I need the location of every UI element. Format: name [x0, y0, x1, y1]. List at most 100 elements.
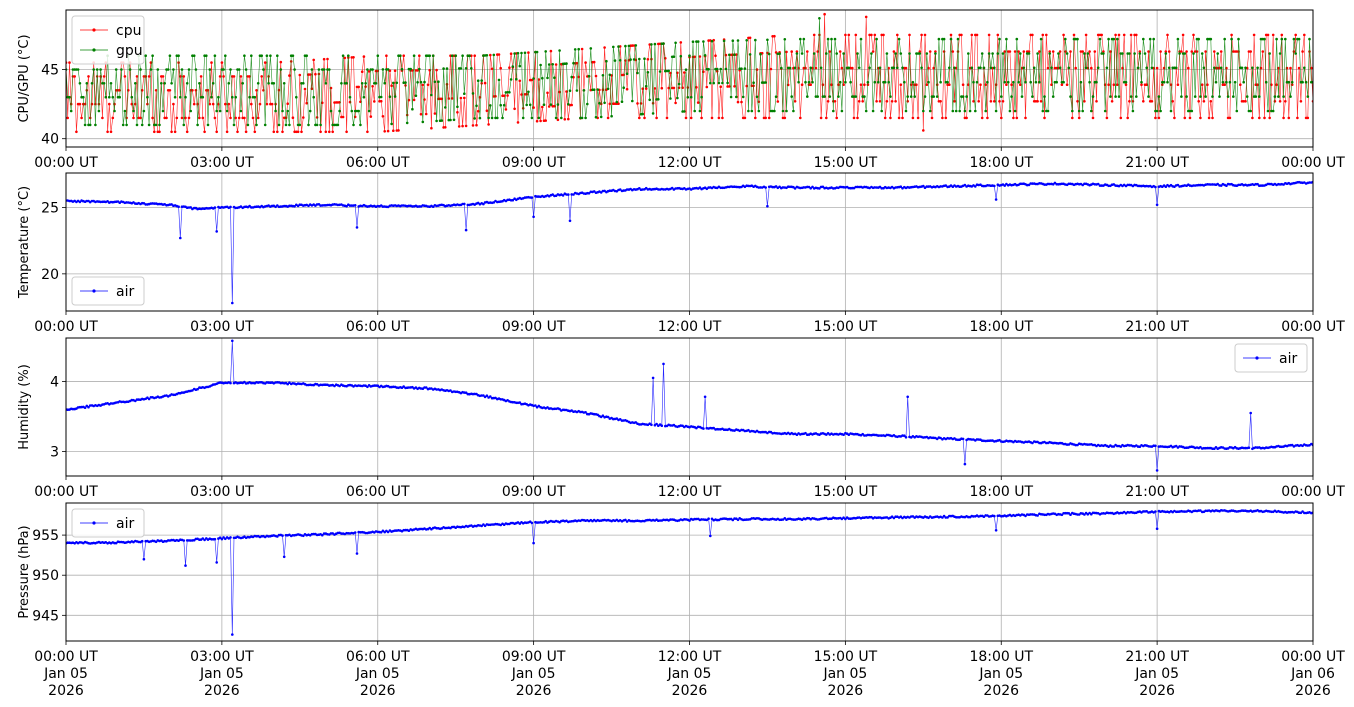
data-point	[66, 95, 69, 99]
data-point	[305, 383, 309, 387]
data-point	[887, 80, 890, 84]
data-point	[717, 81, 721, 85]
data-point	[433, 112, 437, 115]
data-point	[194, 68, 198, 71]
data-point	[459, 96, 463, 100]
x-tick-date: Jan 06	[1290, 666, 1335, 682]
data-point	[592, 60, 596, 64]
data-point	[1225, 66, 1228, 70]
data-point	[250, 54, 253, 57]
data-point	[856, 116, 859, 120]
data-point	[146, 95, 149, 99]
data-point	[646, 58, 650, 61]
data-point	[71, 68, 75, 71]
data-point	[612, 45, 615, 49]
data-point	[1010, 83, 1013, 86]
data-point	[780, 66, 783, 70]
data-point	[823, 95, 826, 98]
data-point	[837, 95, 840, 98]
x-tick-year: 2026	[204, 683, 240, 699]
data-point	[201, 537, 205, 540]
data-point	[587, 74, 591, 78]
data-point	[1142, 100, 1145, 103]
data-point	[986, 116, 989, 120]
data-point	[487, 123, 490, 126]
data-point	[875, 37, 878, 41]
data-point	[738, 67, 741, 70]
data-point	[1012, 80, 1015, 84]
data-point	[605, 59, 608, 63]
x-tick-label: 03:00 UT	[190, 155, 254, 171]
data-point	[520, 51, 523, 55]
data-point	[386, 68, 390, 71]
data-point	[1036, 52, 1039, 55]
data-point	[757, 109, 761, 113]
data-point	[355, 226, 359, 229]
data-point	[88, 116, 92, 120]
data-point	[958, 109, 961, 113]
data-point	[925, 83, 929, 86]
data-point	[430, 126, 433, 130]
data-point	[1174, 66, 1178, 70]
data-point	[558, 49, 561, 52]
data-point	[1287, 116, 1291, 120]
data-point	[1271, 33, 1275, 37]
data-point	[1282, 116, 1285, 120]
data-point	[109, 130, 113, 134]
data-point	[766, 204, 769, 208]
x-tick-date: Jan 05	[978, 666, 1023, 682]
data-point	[1013, 50, 1017, 53]
data-point	[577, 47, 580, 51]
data-point	[1122, 80, 1126, 84]
data-point	[224, 54, 227, 57]
data-point	[324, 130, 328, 134]
data-point	[1074, 66, 1077, 70]
data-point	[288, 204, 291, 208]
panel-2: 20 25 00:00 UT 03:00 UT 06:00 UT 09:00 UT 12:0…	[17, 172, 1345, 335]
data-point	[172, 102, 175, 106]
data-point	[752, 81, 755, 84]
legend: air	[71, 508, 145, 538]
data-point	[1114, 95, 1117, 98]
data-point	[1159, 50, 1162, 53]
data-point	[1058, 66, 1062, 70]
data-point	[885, 100, 889, 103]
data-point	[485, 109, 489, 112]
data-point	[580, 47, 584, 51]
data-point	[852, 95, 856, 98]
data-point	[1195, 50, 1199, 53]
data-point	[1206, 83, 1209, 86]
data-point	[170, 82, 173, 85]
data-point	[464, 67, 468, 70]
data-point	[601, 414, 605, 418]
data-point	[546, 91, 549, 95]
data-point	[638, 57, 641, 61]
data-point	[102, 75, 106, 78]
data-point	[1171, 100, 1174, 103]
data-point	[322, 57, 326, 61]
data-point	[295, 95, 298, 99]
data-point	[1093, 50, 1097, 53]
data-point	[795, 50, 799, 53]
data-point	[951, 109, 955, 113]
data-point	[1017, 50, 1020, 53]
data-point	[556, 103, 560, 106]
legend: air	[71, 276, 145, 306]
data-point	[942, 37, 946, 41]
data-point	[1027, 52, 1031, 55]
data-point	[321, 68, 324, 71]
data-point	[114, 541, 118, 545]
data-point	[1176, 37, 1180, 41]
data-point	[979, 66, 982, 70]
data-point	[328, 68, 331, 71]
data-point	[220, 61, 224, 64]
data-point	[184, 95, 187, 99]
data-point	[811, 185, 814, 189]
data-point	[1303, 66, 1306, 70]
data-point	[450, 54, 454, 57]
data-point	[721, 81, 724, 85]
data-point	[229, 68, 232, 71]
data-point	[1219, 66, 1223, 70]
data-point	[556, 118, 560, 122]
data-point	[1112, 83, 1116, 86]
